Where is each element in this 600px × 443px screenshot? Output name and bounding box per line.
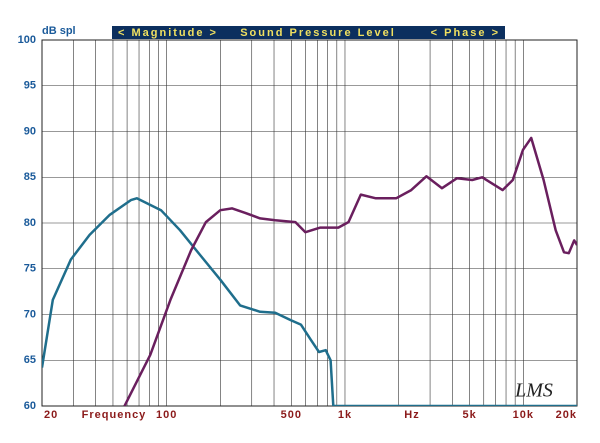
x-tick-label: 5k [463,409,477,421]
y-tick-label: 85 [24,171,36,183]
x-tick-label: 1k [338,409,352,421]
y-tick-label: 75 [24,263,36,275]
x-axis-label: Frequency [82,409,147,421]
title-right: < Phase > [431,27,500,39]
y-tick-label: 95 [24,80,36,92]
title-bar [112,26,505,39]
series-line [123,136,577,406]
y-tick-label: 60 [24,400,36,412]
y-tick-label: 100 [18,34,36,46]
y-tick-label: 90 [24,125,36,137]
chart-title: Sound Pressure Level [240,27,396,39]
x-tick-label: 10k [513,409,534,421]
plot-area [42,136,577,406]
logo: LMS [514,380,553,402]
title-left: < Magnitude > [118,27,218,39]
x-unit: Hz [404,409,419,421]
y-tick-label: 70 [24,308,36,320]
y-axis-label: dB spl [42,25,76,37]
x-tick-label: 500 [281,409,302,421]
y-tick-label: 80 [24,217,36,229]
y-tick-label: 65 [24,354,36,366]
x-tick-label: 20k [556,409,577,421]
series-line [42,197,577,406]
x-tick-label: 100 [156,409,177,421]
plot-frame [41,39,578,407]
x-tick-label: 20 [44,409,58,421]
